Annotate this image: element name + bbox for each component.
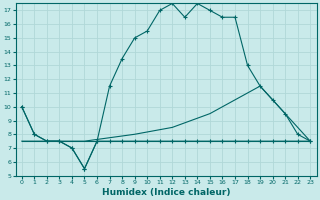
X-axis label: Humidex (Indice chaleur): Humidex (Indice chaleur)	[102, 188, 230, 197]
